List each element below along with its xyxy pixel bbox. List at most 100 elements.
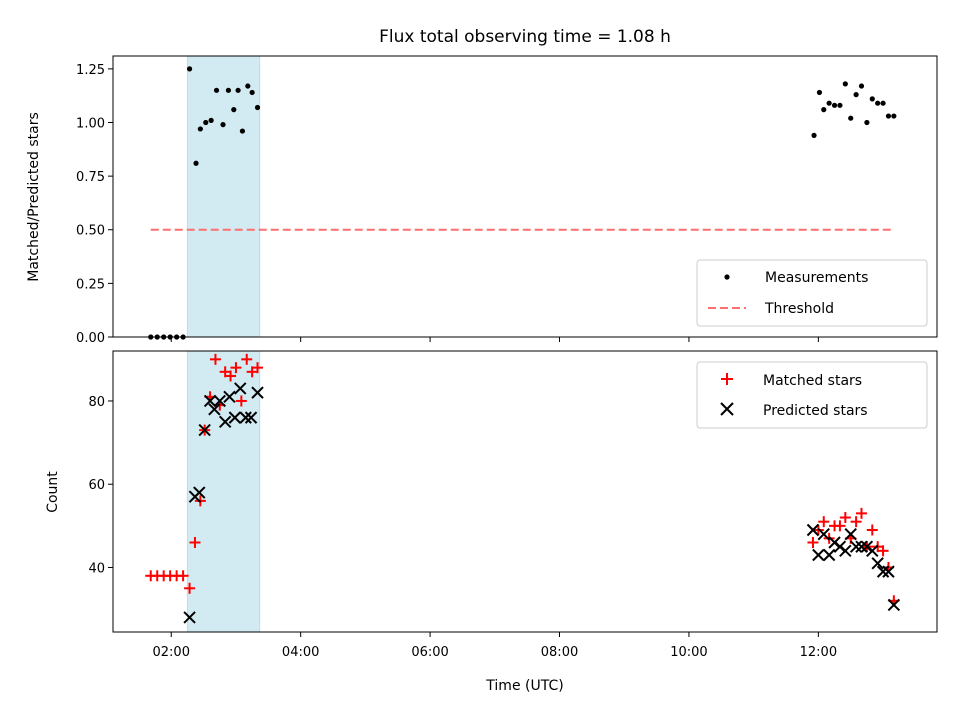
top-axes-frame	[112, 55, 938, 338]
legend-label-predicted-stars: Predicted stars	[763, 403, 868, 419]
bottom-y-tick-label: 80	[88, 395, 105, 410]
predicted-star-point	[198, 423, 211, 437]
top-y-tick-label: 1.25	[76, 63, 105, 78]
matched-star-point	[225, 370, 237, 382]
predicted-star-point	[844, 527, 857, 541]
top-y-tick-label: 1.00	[76, 116, 105, 131]
measurement-point	[821, 107, 827, 113]
predicted-star-point	[839, 544, 852, 558]
legend-label-matched-stars: Matched stars	[763, 373, 862, 389]
measurement-point	[203, 119, 209, 126]
matched-star-point	[209, 353, 221, 365]
x-tick-label: 08:00	[541, 645, 578, 660]
measurement-point	[837, 102, 843, 108]
bottom-panel: 40 60 80 02:00 04:00 06:00 08:00 10:00 12:00 Co…	[45, 350, 938, 694]
top-marks	[148, 66, 897, 340]
top-panel: 0.00 0.25 0.50 0.75 1.00 1.25 Matched/Predict…	[26, 55, 938, 346]
top-shaded-interval	[186, 55, 261, 338]
legend-label-threshold: Threshold	[764, 301, 834, 317]
legend-marker-predicted-stars	[720, 402, 734, 416]
predicted-star-point	[218, 415, 232, 428]
measurement-point	[831, 102, 838, 108]
measurement-point	[193, 160, 199, 166]
bottom-marks	[145, 353, 901, 624]
measurement-point	[848, 115, 854, 121]
predicted-star-point	[871, 557, 884, 570]
measurement-point	[225, 87, 232, 93]
predicted-star-point	[193, 486, 206, 499]
bottom-axes-frame	[112, 350, 938, 633]
matched-star-point	[177, 570, 189, 582]
predicted-star-point	[203, 394, 217, 408]
predicted-star-point	[244, 411, 258, 424]
bottom-legend: Matched stars Predicted stars	[696, 361, 928, 429]
measurement-point	[864, 119, 870, 126]
measurement-point	[235, 87, 241, 93]
top-legend: Measurements Threshold	[696, 259, 928, 327]
top-y-tick-label: 0.50	[76, 224, 105, 239]
x-tick-label: 10:00	[670, 645, 707, 660]
measurement-point	[249, 89, 255, 96]
matched-star-point	[184, 582, 196, 594]
legend-marker-matched-stars	[721, 373, 733, 385]
measurement-point	[880, 100, 886, 106]
predicted-star-point	[866, 544, 879, 558]
bottom-y-tick-label: 60	[88, 478, 105, 493]
measurement-point	[853, 92, 859, 98]
matched-star-point	[866, 524, 878, 536]
top-y-ticks: 0.00 0.25 0.50 0.75 1.00 1.25	[76, 63, 113, 346]
x-tick-label: 04:00	[282, 645, 319, 660]
legend-label-measurements: Measurements	[765, 270, 868, 286]
matched-star-point	[252, 362, 264, 374]
chart-title: Flux total observing time = 1.08 h	[379, 27, 671, 47]
predicted-star-point	[882, 565, 895, 578]
top-x-ticks	[170, 337, 819, 342]
top-y-tick-label: 0.75	[76, 170, 105, 185]
predicted-star-point	[251, 386, 264, 399]
predicted-star-point	[887, 598, 901, 612]
predicted-star-point	[213, 394, 226, 408]
top-y-tick-label: 0.25	[76, 277, 105, 292]
x-tick-label: 02:00	[153, 645, 190, 660]
matched-star-point	[189, 536, 201, 548]
measurement-point	[826, 100, 832, 106]
matched-star-point	[850, 516, 862, 528]
bottom-y-ticks: 40 60 80	[88, 395, 113, 576]
matched-star-point	[241, 353, 253, 365]
predicted-star-point	[806, 523, 820, 537]
predicted-star-point	[234, 382, 247, 395]
measurement-point	[220, 122, 226, 128]
x-axis-label: Time (UTC)	[485, 678, 563, 694]
matched-star-point	[834, 520, 846, 532]
measurement-point	[213, 87, 220, 93]
measurement-point	[254, 104, 261, 111]
measurement-point	[891, 113, 897, 119]
predicted-star-point	[855, 540, 868, 553]
measurement-point	[885, 113, 892, 119]
measurement-point	[208, 117, 214, 123]
matched-star-point	[818, 516, 830, 528]
predicted-star-point	[223, 390, 236, 403]
measurement-point	[869, 96, 875, 102]
predicted-star-point	[822, 548, 836, 562]
predicted-star-point	[239, 411, 252, 424]
measurement-point	[231, 107, 237, 113]
predicted-star-point	[183, 611, 196, 624]
bottom-y-axis-label: Count	[45, 471, 61, 513]
predicted-star-point	[208, 403, 221, 416]
legend-marker-measurements	[724, 274, 730, 280]
matched-star-point	[839, 512, 851, 524]
predicted-star-point	[876, 565, 890, 578]
measurement-point	[811, 132, 817, 138]
matched-star-point	[230, 362, 242, 374]
measurement-point	[239, 128, 246, 134]
x-tick-label: 06:00	[411, 645, 448, 660]
predicted-star-point	[228, 411, 242, 424]
measurement-point	[816, 89, 823, 96]
x-tick-label: 12:00	[800, 645, 837, 660]
predicted-star-point	[849, 540, 863, 553]
top-legend-frame	[696, 259, 928, 327]
top-y-axis-label: Matched/Predicted stars	[26, 112, 42, 282]
matched-star-point	[235, 395, 247, 407]
